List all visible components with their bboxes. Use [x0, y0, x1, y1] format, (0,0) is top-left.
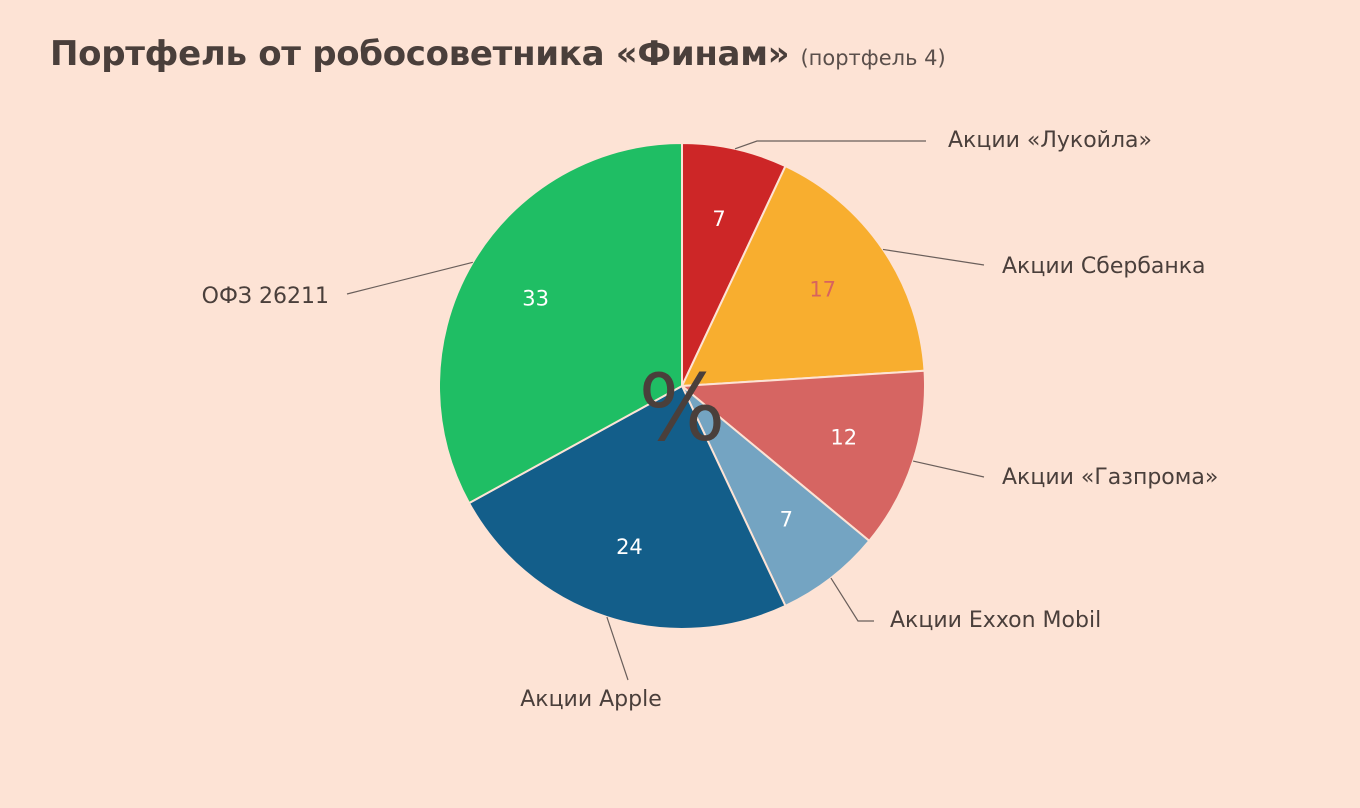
- chart-title: Портфель от робосоветника «Финам»: [50, 34, 790, 74]
- slice-callouts: Акции «Лукойла» Акции Сбербанка Акции «Газ…: [202, 128, 1219, 712]
- chart-title-block: Портфель от робосоветника «Финам» (портф…: [50, 34, 946, 74]
- slice-category-label: ОФЗ 26211: [202, 284, 329, 309]
- callout-line: [882, 248, 985, 266]
- slice-category-label: Акции Exxon Mobil: [890, 608, 1101, 633]
- slice-value-labels: 7 17 12 7 24 33: [522, 207, 857, 559]
- slice-value-label: 24: [616, 535, 643, 559]
- callout-line: [912, 460, 985, 478]
- slice-value-label: 33: [522, 286, 549, 310]
- percent-symbol: %: [638, 354, 725, 461]
- slice-category-label: Акции Apple: [520, 687, 662, 712]
- slice-value-label: 7: [712, 207, 725, 231]
- pie-slice: [467, 384, 787, 630]
- slice-value-label: 12: [830, 426, 857, 450]
- chart-subtitle: (портфель 4): [800, 46, 946, 70]
- callout-line: [346, 261, 473, 295]
- pie-slice: [681, 385, 871, 608]
- pie-slice: [679, 369, 926, 543]
- pie-slices: [438, 141, 926, 630]
- slice-category-label: Акции «Лукойла»: [948, 128, 1152, 153]
- slice-value-label: 17: [809, 277, 836, 301]
- callout-line: [734, 140, 926, 150]
- pie-slice: [438, 141, 683, 505]
- pie-slice: [681, 141, 787, 387]
- callout-line: [830, 577, 874, 622]
- slice-category-label: Акции «Газпрома»: [1002, 465, 1218, 490]
- slice-value-label: 7: [780, 507, 793, 531]
- callout-line: [606, 616, 629, 681]
- slice-category-label: Акции Сбербанка: [1002, 254, 1206, 279]
